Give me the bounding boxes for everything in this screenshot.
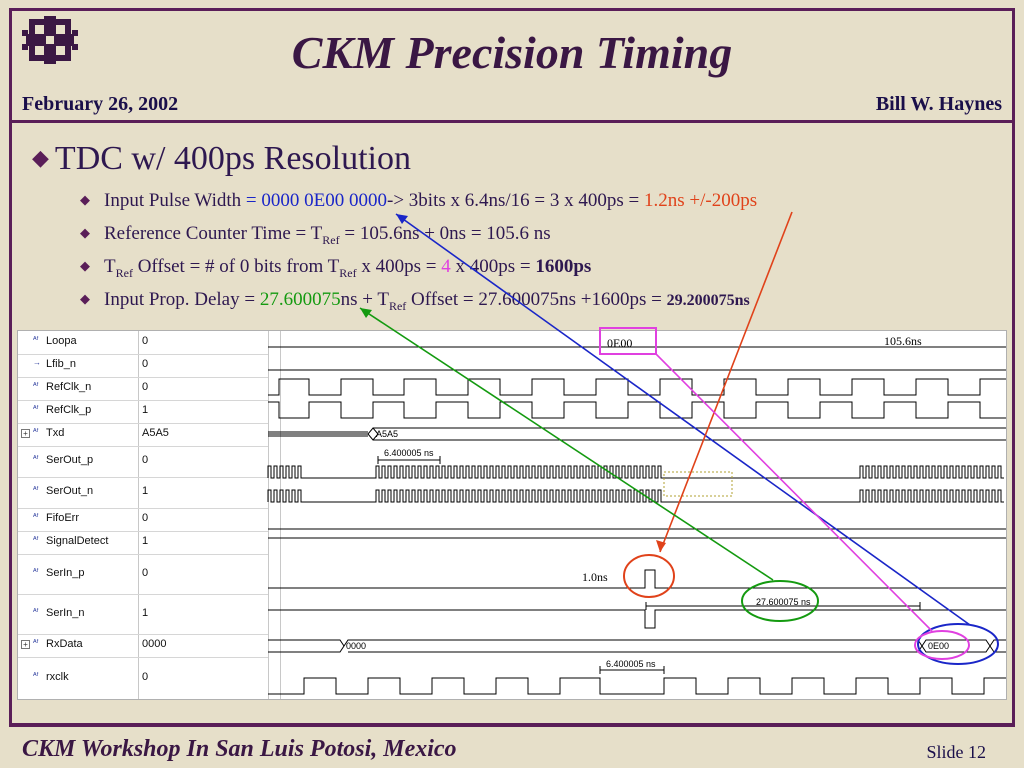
signal-row-txd[interactable]: + ᴬᶠ Txd A5A5 bbox=[18, 423, 268, 447]
column-divider bbox=[280, 331, 281, 699]
workshop-footer: CKM Workshop In San Luis Potosi, Mexico bbox=[22, 736, 457, 762]
signal-icon: ᴬᶠ bbox=[33, 512, 39, 521]
signal-row-serout-n[interactable]: ᴬᶠ SerOut_n 1 bbox=[18, 477, 268, 509]
rxdata-inner-circle bbox=[914, 630, 970, 660]
author-label: Bill W. Haynes bbox=[875, 93, 1002, 115]
signal-icon: ᴬᶠ bbox=[33, 485, 39, 494]
delay-marker bbox=[645, 602, 921, 610]
signal-icon: ᴬᶠ bbox=[33, 404, 39, 413]
txd-bus-label: A5A5 bbox=[376, 429, 398, 439]
main-bullet: ◆ TDC w/ 400ps Resolution bbox=[32, 140, 411, 177]
serout-period-marker bbox=[377, 456, 441, 464]
slide-number: Slide 12 bbox=[926, 742, 986, 762]
highlight-box bbox=[599, 327, 657, 355]
bullet-input-prop-delay: ◆ Input Prop. Delay = 27.600075ns + TRef … bbox=[80, 289, 750, 313]
rxdata-value-a: 0000 bbox=[346, 641, 366, 651]
rx-delay-label: 27.600075 ns bbox=[756, 597, 811, 607]
blue-arrowhead-icon bbox=[396, 214, 408, 224]
signal-row-lfib-n[interactable]: → Lfib_n 0 bbox=[18, 354, 268, 378]
rxdata-value-b: 0E00 bbox=[928, 641, 949, 651]
bullet-tref-offset: ◆ TRef Offset = # of 0 bits from TRef x 4… bbox=[80, 256, 592, 280]
trace-txd bbox=[268, 427, 1006, 441]
signal-icon: ᴬᶠ bbox=[33, 671, 39, 680]
signal-row-fifoerr[interactable]: ᴬᶠ FifoErr 0 bbox=[18, 508, 268, 532]
trace-serin-n bbox=[268, 609, 1006, 629]
ref-counter-label: 105.6ns bbox=[884, 334, 922, 348]
slide-title: CKM Precision Timing bbox=[291, 27, 733, 78]
rxclk-period-marker bbox=[599, 666, 665, 674]
signal-row-rxclk[interactable]: ᴬᶠ rxclk 0 bbox=[33, 671, 149, 683]
highlight-box-value: 0E00 bbox=[607, 336, 632, 350]
signal-icon: ᴬᶠ bbox=[33, 427, 39, 436]
signal-row-serout-p[interactable]: ᴬᶠ SerOut_p 0 bbox=[18, 446, 268, 478]
gap-marker bbox=[663, 471, 733, 497]
expand-icon[interactable]: + bbox=[21, 429, 30, 438]
trace-serout-p bbox=[267, 465, 1004, 479]
trace-rxclk bbox=[268, 677, 1006, 695]
diamond-bullet-icon: ◆ bbox=[80, 258, 90, 273]
delay-circle bbox=[741, 580, 819, 622]
trace-rxdata bbox=[268, 639, 1006, 653]
orange-arrow bbox=[659, 211, 793, 553]
bullet-input-pulse-width: ◆ Input Pulse Width = 0000 0E00 0000-> 3b… bbox=[80, 190, 758, 211]
serout-period-label: 6.400005 ns bbox=[384, 448, 434, 458]
signal-row-loopa[interactable]: ᴬᶠ Loopa 0 bbox=[18, 331, 268, 355]
diamond-bullet-icon: ◆ bbox=[80, 192, 90, 207]
signal-icon: ᴬᶠ bbox=[33, 381, 39, 390]
pulse-circle bbox=[623, 554, 675, 598]
diamond-bullet-icon: ◆ bbox=[32, 145, 49, 170]
signal-icon: ᴬᶠ bbox=[33, 535, 39, 544]
signal-row-refclk-n[interactable]: ᴬᶠ RefClk_n 0 bbox=[18, 377, 268, 401]
signal-icon: ᴬᶠ bbox=[33, 567, 39, 576]
rxdata-circle bbox=[917, 623, 999, 665]
signal-row-serin-n[interactable]: ᴬᶠ SerIn_n 1 bbox=[18, 594, 268, 635]
signal-row-rxdata[interactable]: + ᴬᶠ RxData 0000 bbox=[18, 634, 268, 658]
green-arrow bbox=[359, 307, 774, 581]
diamond-bullet-icon: ◆ bbox=[80, 291, 90, 306]
magenta-line bbox=[655, 353, 933, 632]
rxclk-period-label: 6.400005 ns bbox=[606, 659, 656, 669]
fermilab-logo bbox=[22, 16, 78, 64]
trace-serin-p bbox=[268, 569, 1006, 589]
signal-row-refclk-p[interactable]: ᴬᶠ RefClk_p 1 bbox=[18, 400, 268, 424]
signal-icon: ᴬᶠ bbox=[33, 335, 39, 344]
blue-arrow bbox=[395, 213, 971, 626]
signal-row-signaldetect[interactable]: ᴬᶠ SignalDetect 1 bbox=[18, 531, 268, 555]
date-label: February 26, 2002 bbox=[22, 93, 179, 115]
diamond-bullet-icon: ◆ bbox=[80, 225, 90, 240]
signal-row-serin-p[interactable]: ᴬᶠ SerIn_p 0 bbox=[18, 554, 268, 595]
trace-serout-n bbox=[267, 489, 1004, 503]
column-divider bbox=[138, 331, 139, 699]
green-arrowhead-icon bbox=[360, 308, 372, 318]
slide-frame bbox=[9, 8, 1015, 726]
pulse-width-label: 1.0ns bbox=[582, 570, 608, 584]
signal-icon: ᴬᶠ bbox=[33, 638, 39, 647]
trace-refclk-n bbox=[268, 378, 1006, 396]
trace-refclk-p bbox=[268, 401, 1006, 419]
footer-divider bbox=[9, 726, 1015, 727]
waveform-viewer: ᴬᶠ Loopa 0 → Lfib_n 0 ᴬᶠ RefClk_n 0 ᴬᶠ R… bbox=[17, 330, 1007, 700]
column-divider bbox=[268, 331, 269, 699]
input-arrow-icon: → bbox=[33, 358, 41, 367]
header-divider bbox=[9, 120, 1015, 123]
orange-arrowhead-icon bbox=[656, 540, 666, 552]
bullet-reference-counter: ◆ Reference Counter Time = TRef = 105.6ns… bbox=[80, 223, 551, 247]
signal-icon: ᴬᶠ bbox=[33, 607, 39, 616]
signal-icon: ᴬᶠ bbox=[33, 454, 39, 463]
expand-icon[interactable]: + bbox=[21, 640, 30, 649]
